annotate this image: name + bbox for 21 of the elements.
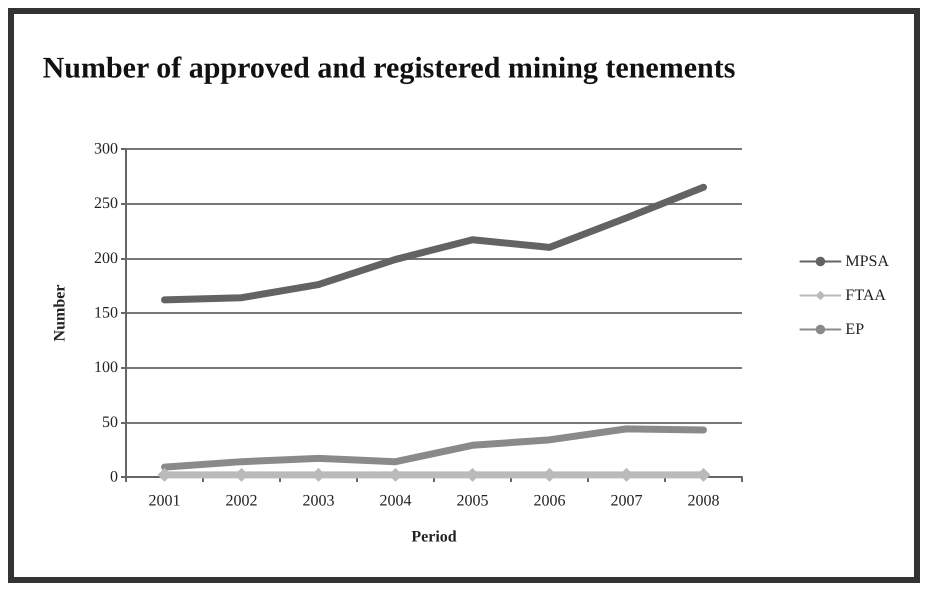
x-tick-label: 2004 [380,492,412,510]
x-tick-label: 2007 [610,492,642,510]
x-tick-label: 2001 [148,492,180,510]
x-axis-title: Period [411,528,457,546]
x-tick-label: 2005 [456,492,488,510]
y-tick-label: 150 [94,304,118,322]
y-tick-label: 50 [102,414,118,431]
legend-label: MPSA [845,253,890,270]
chart-title: Number of approved and registered mining tenements [42,52,736,84]
y-tick-label: 300 [94,140,118,158]
y-tick-label: 250 [94,195,118,212]
y-tick-label: 200 [94,250,118,267]
x-tick-label: 2008 [688,492,720,510]
x-tick-label: 2002 [226,492,258,510]
x-tick-label: 2003 [302,492,334,510]
y-axis-title: Number [52,284,68,342]
x-tick-label: 2006 [534,492,566,510]
y-tick-label: 100 [94,359,118,376]
legend-label: EP [845,321,864,338]
y-tick-label: 0 [110,468,118,486]
legend-label: FTAA [845,287,886,304]
